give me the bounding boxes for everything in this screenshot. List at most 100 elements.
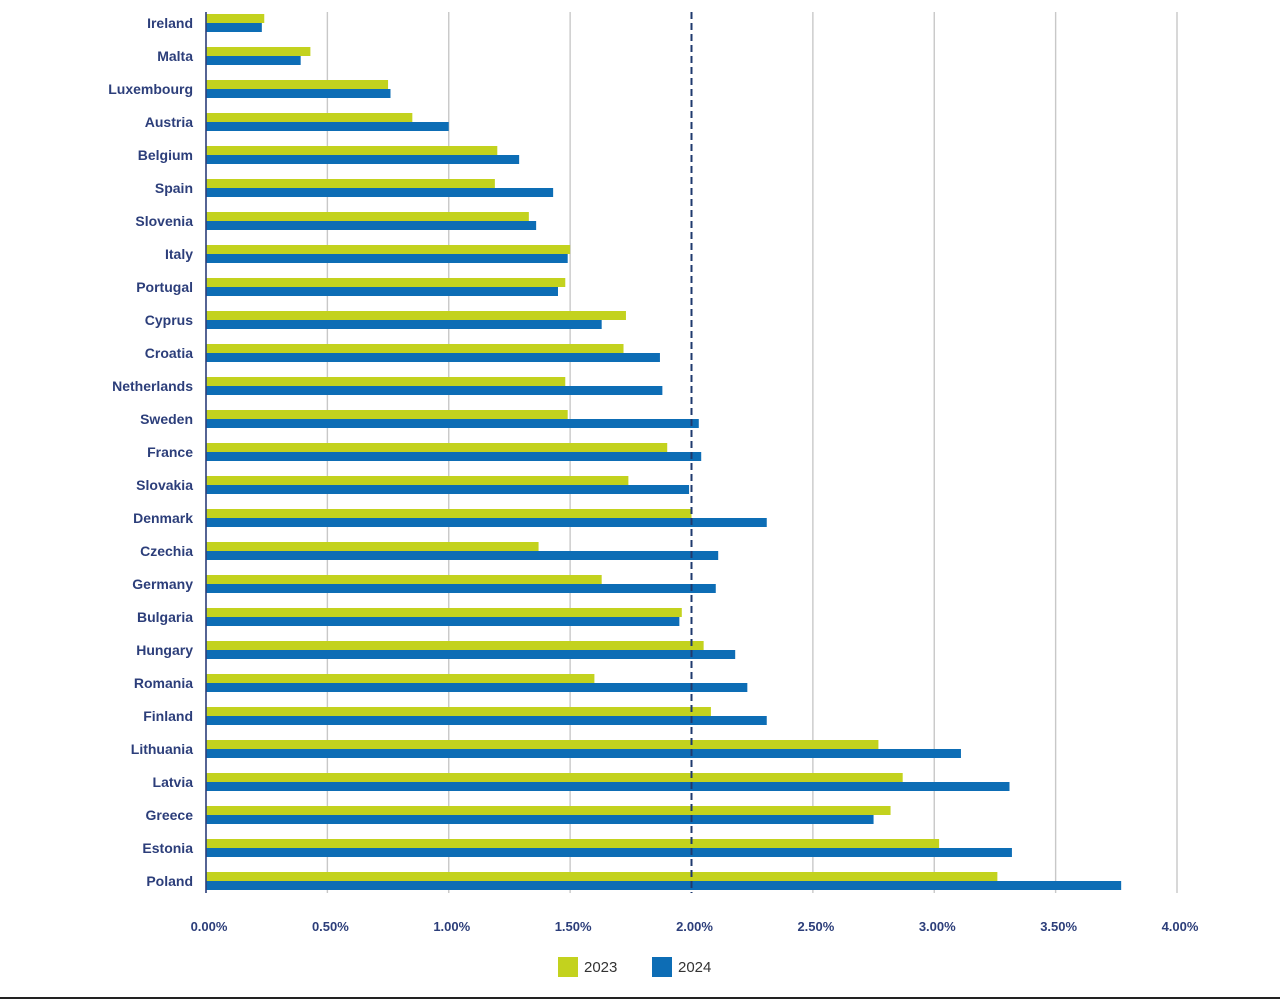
x-tick-label: 2.50% — [797, 919, 834, 934]
category-label: Croatia — [145, 345, 193, 361]
x-tick-label: 0.50% — [312, 919, 349, 934]
bar-2023-luxembourg — [206, 80, 389, 89]
bar-2024-spain — [206, 188, 554, 197]
legend-label-2023: 2023 — [584, 959, 617, 976]
bar-2024-greece — [206, 815, 874, 824]
category-label: Denmark — [133, 510, 193, 526]
bar-2023-croatia — [206, 344, 624, 353]
category-label: Spain — [155, 180, 193, 196]
bar-2023-austria — [206, 113, 413, 122]
bar-2024-hungary — [206, 650, 736, 659]
bar-2023-latvia — [206, 773, 903, 782]
bar-2023-bulgaria — [206, 608, 682, 617]
bar-2024-ireland — [206, 23, 262, 32]
category-label: Lithuania — [131, 741, 193, 757]
bar-2023-denmark — [206, 509, 692, 518]
category-label: Belgium — [138, 147, 193, 163]
bar-2023-slovenia — [206, 212, 529, 221]
bar-2024-poland — [206, 881, 1122, 890]
x-tick-label: 1.50% — [555, 919, 592, 934]
bar-2023-portugal — [206, 278, 566, 287]
category-label: Italy — [165, 246, 193, 262]
category-label: Finland — [143, 708, 193, 724]
bar-2024-austria — [206, 122, 449, 131]
bar-2023-spain — [206, 179, 495, 188]
bar-2024-slovakia — [206, 485, 690, 494]
bar-2023-hungary — [206, 641, 704, 650]
bar-2023-romania — [206, 674, 595, 683]
bar-2023-ireland — [206, 14, 265, 23]
bar-2023-malta — [206, 47, 311, 56]
legend: 2023 2024 — [558, 957, 711, 977]
bar-2024-romania — [206, 683, 748, 692]
bar-2023-france — [206, 443, 668, 452]
bar-2024-germany — [206, 584, 716, 593]
category-label: France — [147, 444, 193, 460]
bar-2024-latvia — [206, 782, 1010, 791]
bar-2024-slovenia — [206, 221, 537, 230]
x-tick-labels: 0.00% 0.50% 1.00% 1.50% 2.00% 2.50% 3.00% 3.50%… — [191, 919, 1199, 934]
x-tick-label: 3.50% — [1040, 919, 1077, 934]
bar-2024-croatia — [206, 353, 660, 362]
bar-2024-denmark — [206, 518, 767, 527]
bar-2023-slovakia — [206, 476, 629, 485]
category-label: Bulgaria — [137, 609, 193, 625]
x-tick-label: 3.00% — [919, 919, 956, 934]
category-label: Germany — [132, 576, 193, 592]
bar-2024-belgium — [206, 155, 520, 164]
legend-swatch-2024 — [652, 957, 672, 977]
category-label: Romania — [134, 675, 193, 691]
category-label: Luxembourg — [108, 81, 193, 97]
category-label: Malta — [157, 48, 193, 64]
bar-2023-belgium — [206, 146, 498, 155]
bar-2023-cyprus — [206, 311, 626, 320]
category-label: Netherlands — [112, 378, 193, 394]
category-label: Ireland — [147, 15, 193, 31]
bar-2024-cyprus — [206, 320, 602, 329]
bar-2024-estonia — [206, 848, 1012, 857]
bar-2024-lithuania — [206, 749, 961, 758]
category-label: Sweden — [140, 411, 193, 427]
bar-2023-estonia — [206, 839, 940, 848]
x-tick-label: 4.00% — [1162, 919, 1199, 934]
category-label: Austria — [145, 114, 193, 130]
category-label: Czechia — [140, 543, 193, 559]
bar-2024-finland — [206, 716, 767, 725]
bar-2024-luxembourg — [206, 89, 391, 98]
category-label: Slovenia — [135, 213, 193, 229]
bar-2024-malta — [206, 56, 301, 65]
category-label: Greece — [146, 807, 194, 823]
bar-2024-italy — [206, 254, 568, 263]
bar-2023-greece — [206, 806, 891, 815]
bar-2024-netherlands — [206, 386, 663, 395]
bar-2023-italy — [206, 245, 571, 254]
bar-2024-france — [206, 452, 702, 461]
bar-2024-portugal — [206, 287, 558, 296]
x-tick-label: 2.00% — [676, 919, 713, 934]
bar-2024-sweden — [206, 419, 699, 428]
category-label: Slovakia — [136, 477, 193, 493]
bar-2023-lithuania — [206, 740, 879, 749]
category-label: Hungary — [136, 642, 193, 658]
bar-2023-czechia — [206, 542, 539, 551]
bar-2023-sweden — [206, 410, 568, 419]
bars — [206, 14, 1122, 890]
x-tick-label: 0.00% — [191, 919, 228, 934]
category-label: Cyprus — [145, 312, 193, 328]
legend-swatch-2023 — [558, 957, 578, 977]
category-label: Estonia — [142, 840, 193, 856]
category-label: Poland — [146, 873, 193, 889]
category-labels: Ireland Malta Luxembourg Austria Belgium Spai… — [108, 15, 193, 889]
bar-2023-finland — [206, 707, 711, 716]
bar-2023-netherlands — [206, 377, 566, 386]
bar-2024-bulgaria — [206, 617, 680, 626]
x-tick-label: 1.00% — [433, 919, 470, 934]
bar-2023-germany — [206, 575, 602, 584]
legend-label-2024: 2024 — [678, 959, 711, 976]
category-label: Latvia — [153, 774, 194, 790]
bar-2023-poland — [206, 872, 998, 881]
category-label: Portugal — [136, 279, 193, 295]
bar-2024-czechia — [206, 551, 719, 560]
